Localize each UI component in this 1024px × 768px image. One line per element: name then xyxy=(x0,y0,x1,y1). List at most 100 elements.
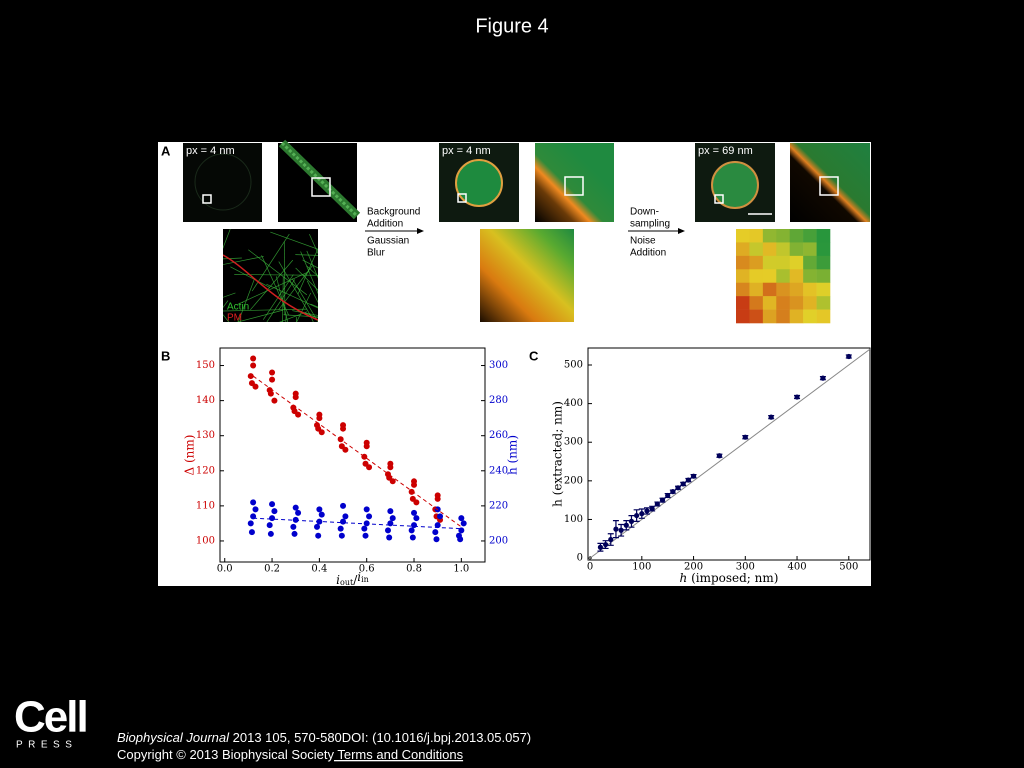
x-tick-label: 0.6 xyxy=(359,564,375,575)
terms-link[interactable]: Terms and Conditions xyxy=(334,747,464,762)
data-point xyxy=(250,362,257,369)
pixel xyxy=(762,309,777,324)
y2-tick-label: 280 xyxy=(489,395,508,406)
pixel xyxy=(762,282,777,297)
data-point xyxy=(269,369,276,376)
data-point xyxy=(315,425,322,432)
y2-axis-label: h (nm) xyxy=(506,435,520,475)
data-point xyxy=(665,492,671,499)
data-point xyxy=(363,439,370,446)
footer: Cell PRESS Biophysical Journal 2013 105,… xyxy=(14,693,531,763)
data-point xyxy=(409,534,416,541)
data-point xyxy=(742,434,748,440)
data-point xyxy=(457,536,464,543)
pixel xyxy=(816,229,831,243)
data-point xyxy=(623,522,629,528)
pixel xyxy=(803,229,817,243)
data-point xyxy=(432,529,439,536)
y-tick-label: 140 xyxy=(196,395,215,406)
data-point xyxy=(291,408,298,415)
y2-tick-label: 220 xyxy=(489,500,508,511)
actin-filament xyxy=(250,259,294,311)
data-point xyxy=(267,390,274,397)
pixel xyxy=(749,296,764,310)
y-axis-label: h (extracted; nm) xyxy=(551,401,565,507)
pixel xyxy=(776,309,791,324)
data-point xyxy=(247,373,254,380)
actin-filament xyxy=(300,251,318,295)
pixel xyxy=(789,242,804,257)
x-tick-label: 100 xyxy=(632,562,651,573)
x-tick-label: 0.4 xyxy=(311,564,327,575)
data-point xyxy=(362,532,369,539)
data-point xyxy=(670,489,676,495)
step-text: sampling xyxy=(630,219,670,230)
data-point xyxy=(675,485,681,491)
y-tick-label: 500 xyxy=(564,359,583,370)
y2-tick-label: 300 xyxy=(489,360,508,371)
y-tick-label: 100 xyxy=(564,514,583,525)
data-point xyxy=(659,497,666,503)
data-point xyxy=(409,495,416,502)
image-caption: px = 69 nm xyxy=(698,145,753,157)
image-caption: px = 4 nm xyxy=(442,145,491,157)
y-tick-label: 0 xyxy=(577,553,583,564)
y-tick-label: 300 xyxy=(564,437,583,448)
identity-line xyxy=(587,348,871,561)
logo: Cell xyxy=(14,693,87,742)
data-point xyxy=(434,522,441,529)
pixel xyxy=(789,309,804,324)
data-point xyxy=(680,481,686,487)
pixel xyxy=(776,282,791,297)
image-circle xyxy=(194,153,252,211)
roi-box xyxy=(202,194,212,204)
pixel xyxy=(816,282,831,297)
pixel xyxy=(789,255,804,270)
data-point xyxy=(250,355,257,362)
x-axis-label-part: in xyxy=(361,575,369,584)
actin-filament xyxy=(295,254,318,256)
membrane-line xyxy=(223,254,318,321)
data-point xyxy=(768,414,774,420)
actin-filament xyxy=(237,278,255,322)
pixel xyxy=(776,242,791,257)
image-circle xyxy=(711,161,759,209)
pixel xyxy=(749,242,764,257)
actin-filament xyxy=(223,257,242,260)
image xyxy=(790,143,870,222)
pixel xyxy=(736,255,750,270)
pixel xyxy=(789,282,804,297)
x-axis-label-part: out xyxy=(340,578,354,587)
data-point xyxy=(384,527,391,534)
data-point xyxy=(820,375,826,381)
image xyxy=(535,143,614,222)
data-point xyxy=(386,534,393,541)
data-point xyxy=(649,506,655,512)
data-point xyxy=(338,532,345,539)
y-tick-label: 100 xyxy=(196,535,215,546)
y-tick-label: 200 xyxy=(564,475,583,486)
actin-filament xyxy=(223,308,307,312)
x-tick-label: 0 xyxy=(587,562,593,573)
image-band xyxy=(280,141,359,218)
pixel xyxy=(736,229,750,243)
data-point xyxy=(644,508,650,514)
citation: Biophysical Journal 2013 105, 570-580DOI… xyxy=(117,730,531,745)
x-tick-label: 300 xyxy=(736,562,755,573)
pixel xyxy=(776,229,791,243)
pixel xyxy=(762,296,777,310)
data-point xyxy=(387,460,394,467)
step-text: Noise xyxy=(630,236,656,247)
step-text: Gaussian xyxy=(367,236,409,247)
x-tick-label: 1.0 xyxy=(453,564,469,575)
x-axis-label-part: i xyxy=(357,570,361,584)
pixel xyxy=(736,242,750,257)
data-point xyxy=(366,513,373,520)
data-point xyxy=(387,520,394,527)
data-point xyxy=(316,506,323,513)
step-text: Addition xyxy=(630,248,666,259)
actin-filament xyxy=(297,249,318,295)
x-axis-label: iout/iin xyxy=(336,570,369,588)
image xyxy=(183,143,262,222)
